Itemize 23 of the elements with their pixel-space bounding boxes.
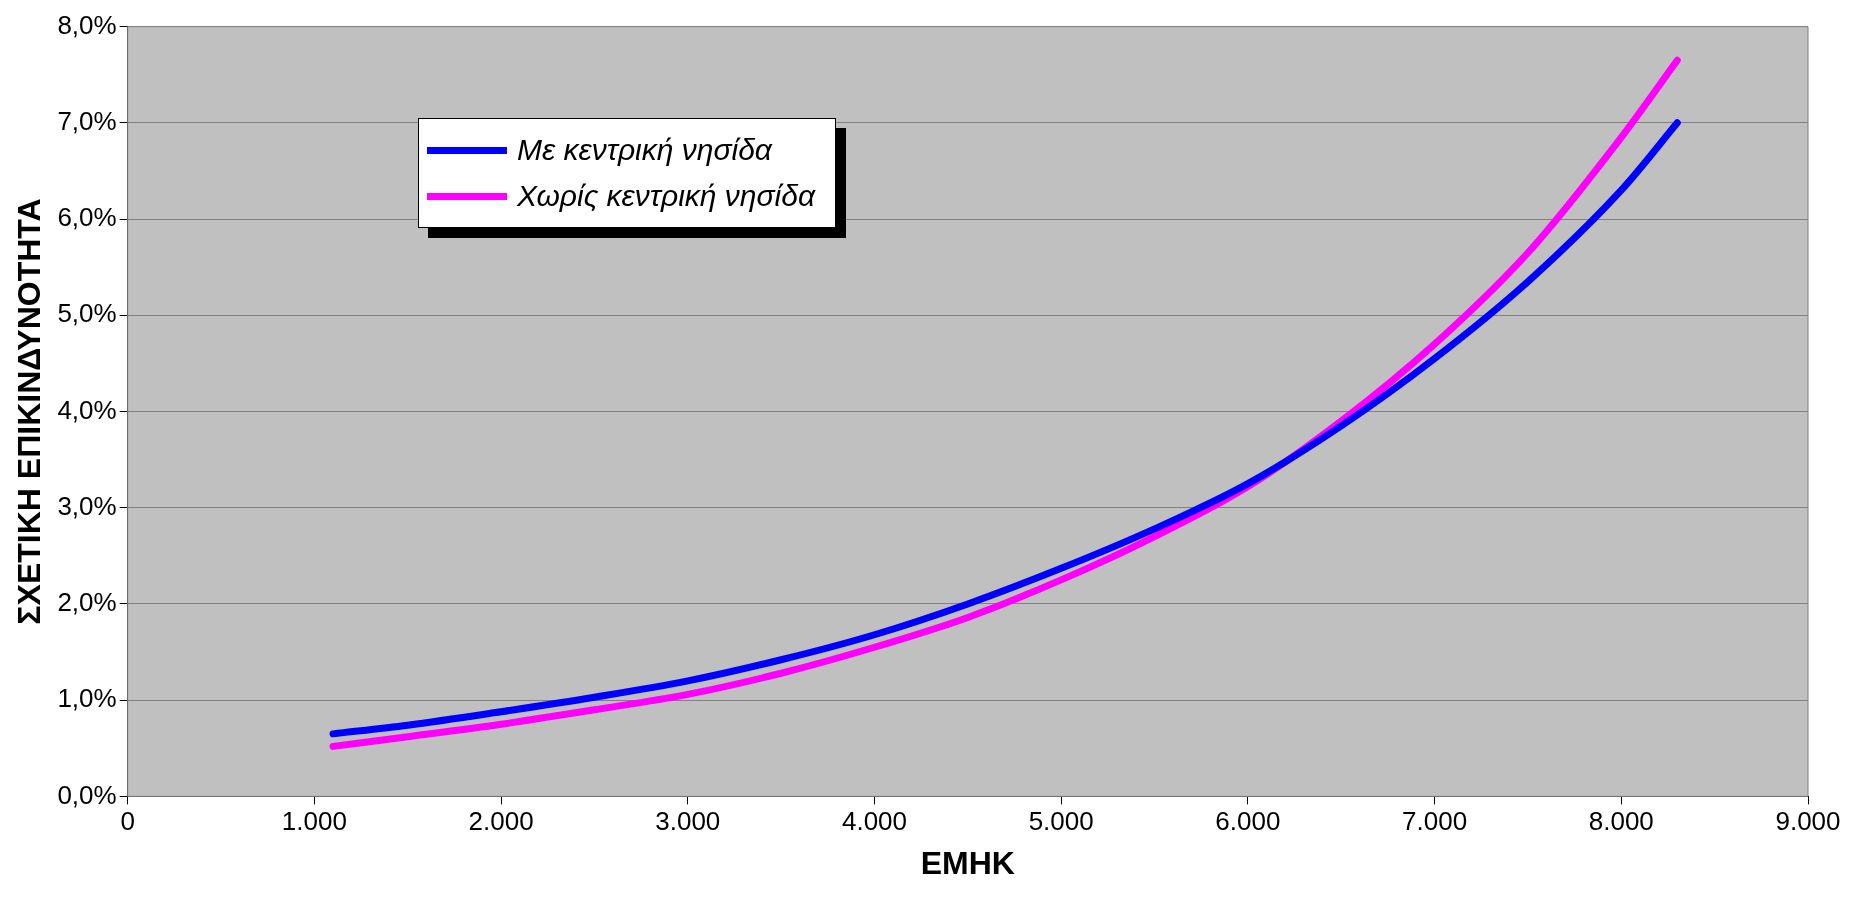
y-tick-label: 5,0% <box>57 298 117 329</box>
y-tick-label: 4,0% <box>57 394 117 425</box>
x-tick-label: 6.000 <box>1215 806 1281 837</box>
y-tick-label: 2,0% <box>57 587 117 618</box>
x-tick-label: 7.000 <box>1402 806 1468 837</box>
y-tick-label: 8,0% <box>57 9 117 40</box>
y-tick-label: 3,0% <box>57 490 117 521</box>
x-tick-label: 3.000 <box>655 806 721 837</box>
y-axis-title: ΣΧΕΤΙΚΗ ΕΠΙΚΙΝΔΥΝΟΤΗΤΑ <box>11 198 48 625</box>
x-tick-label: 4.000 <box>841 806 908 837</box>
y-tick-label: 1,0% <box>57 683 117 714</box>
y-tick-label: 7,0% <box>57 106 117 136</box>
x-tick-label: 5.000 <box>1028 806 1094 837</box>
legend-label: Με κεντρική νησίδα <box>517 133 772 167</box>
y-tick-label: 6,0% <box>57 202 117 233</box>
legend-label: Χωρίς κεντρική νησίδα <box>517 179 816 213</box>
x-tick-label: 9.000 <box>1775 806 1841 837</box>
x-axis-title: ΕΜΗΚ <box>920 844 1015 881</box>
x-tick-label: 8.000 <box>1588 806 1654 837</box>
x-tick-label: 1.000 <box>281 806 347 837</box>
x-tick-label: 0 <box>120 806 135 837</box>
y-tick-label: 0,0% <box>57 779 117 810</box>
x-tick-label: 2.000 <box>468 806 534 837</box>
